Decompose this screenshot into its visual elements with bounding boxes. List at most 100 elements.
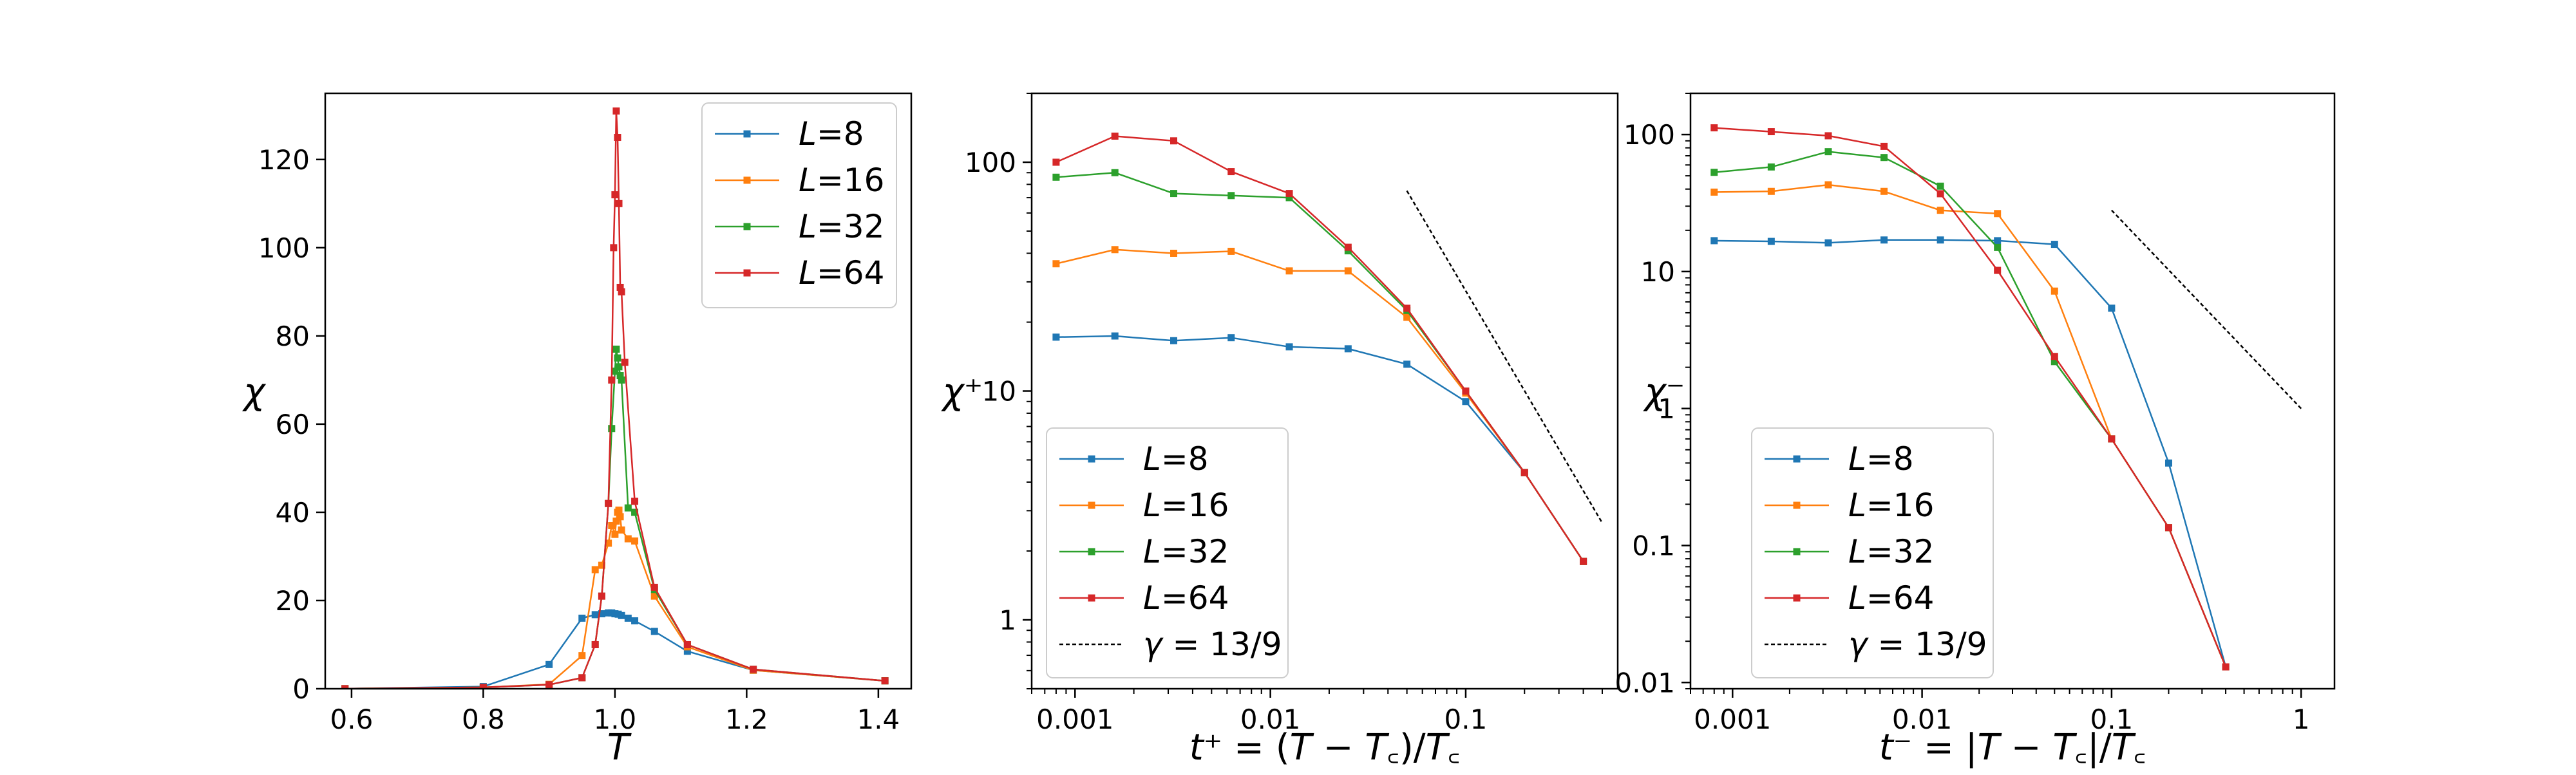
data-point-l16: [650, 592, 658, 600]
legend-box: [1751, 427, 1994, 678]
data-point-l16: [616, 513, 624, 521]
y-tick-label: 10: [982, 376, 1016, 407]
data-point-l8: [631, 617, 639, 624]
data-point-l8: [1710, 237, 1718, 245]
x-axis-label: T: [607, 727, 632, 769]
data-point-l32: [1767, 163, 1775, 171]
data-point-l32: [1111, 169, 1119, 176]
data-point-l32: [1994, 243, 2002, 251]
data-point-l64: [591, 640, 599, 648]
data-point-l64: [614, 134, 621, 142]
y-axis-label: χ⁺: [941, 371, 983, 413]
data-point-l64: [1580, 557, 1587, 565]
data-point-l16: [611, 530, 619, 538]
data-point-l16: [578, 652, 586, 660]
y-tick-label: 1: [1658, 393, 1675, 425]
data-point-l32: [608, 425, 616, 433]
legend-label: L=64: [1848, 579, 1934, 617]
data-point-l16: [1111, 246, 1119, 254]
data-point-l8: [1880, 236, 1888, 244]
legend-label: L=32: [799, 208, 884, 245]
data-point-l8: [1227, 334, 1235, 342]
data-point-l16: [1994, 210, 2002, 218]
x-tick-label: 0.1: [2090, 704, 2133, 735]
data-point-l64: [1403, 304, 1411, 312]
chart-susceptibility-vs-temperature: 0.6 0.8 1.0 1.2 1.4020406080100120TχL=8L=16L…: [242, 92, 913, 769]
data-point-l8: [624, 614, 632, 622]
y-tick-label: 20: [276, 585, 310, 617]
y-tick-label: 60: [276, 409, 310, 440]
data-point-l64: [1052, 158, 1060, 166]
data-point-l32: [631, 509, 639, 516]
x-tick-label: 1.0: [593, 704, 636, 735]
data-point-l64: [1462, 388, 1470, 395]
legend: L=8 L=16 L=32 L=64 γ = 13/9: [1751, 427, 1994, 678]
x-tick-label: 1.4: [857, 704, 900, 735]
legend-label: L=32: [1143, 533, 1229, 570]
data-point-l8: [683, 648, 691, 655]
data-point-l64: [2222, 663, 2230, 671]
data-point-l64: [1111, 133, 1119, 140]
legend-label: L=16: [1143, 487, 1229, 524]
data-point-l16: [1344, 267, 1352, 275]
series-line-l8: [345, 612, 886, 689]
data-point-l16: [605, 539, 612, 547]
legend: L=8 L=16 L=32 L=64 γ = 13/9: [1046, 427, 1289, 678]
data-point-l8: [1462, 398, 1470, 406]
data-point-l8: [1052, 333, 1060, 341]
x-tick-label: 1.2: [725, 704, 768, 735]
data-point-l8: [1170, 337, 1178, 344]
legend-swatch-marker: [743, 176, 751, 184]
data-point-l8: [2050, 241, 2058, 248]
legend-box: [701, 102, 897, 308]
data-point-l8: [545, 660, 553, 668]
data-point-l64: [1994, 266, 2002, 274]
legend-label: γ = 13/9: [1848, 626, 1987, 663]
legend-swatch-marker: [1793, 455, 1801, 463]
legend-label: L=32: [1848, 533, 1934, 570]
data-point-l16: [1227, 247, 1235, 255]
data-point-l16: [612, 518, 620, 525]
y-tick-label: 80: [276, 321, 310, 352]
data-point-l64: [611, 191, 619, 199]
y-tick-label: 120: [258, 144, 310, 176]
legend-label: L=8: [1143, 440, 1209, 478]
data-point-l16: [1710, 188, 1718, 196]
data-point-l64: [650, 583, 658, 591]
legend-swatch-marker: [1088, 594, 1095, 602]
x-tick-label: 0.001: [1694, 704, 1771, 735]
data-point-l8: [1937, 236, 1944, 244]
legend-label: L=64: [799, 254, 884, 292]
data-point-l8: [1994, 237, 2002, 245]
x-tick-label: 0.8: [462, 704, 505, 735]
data-point-l32: [624, 504, 632, 512]
data-point-l16: [608, 521, 616, 529]
data-point-l8: [1767, 238, 1775, 245]
x-tick-label: 0.1: [1444, 704, 1488, 735]
y-tick-label: 0: [292, 673, 310, 705]
axes-frame: [1689, 92, 2336, 690]
legend-swatch-marker: [1088, 455, 1095, 463]
data-point-l64: [615, 200, 623, 207]
data-point-l32: [1880, 154, 1888, 162]
data-point-l8: [1111, 332, 1119, 340]
series-line-l8: [1714, 239, 2227, 668]
data-point-l64: [616, 283, 624, 291]
axes-frame: [324, 92, 913, 690]
data-point-l16: [1824, 181, 1832, 189]
y-tick-label: 0.01: [1615, 667, 1675, 698]
data-point-l16: [624, 535, 632, 543]
data-point-l16: [2050, 287, 2058, 295]
data-point-l8: [598, 610, 605, 618]
y-tick-label: 100: [1624, 119, 1675, 151]
data-point-l64: [2050, 353, 2058, 360]
data-point-l64: [1227, 168, 1235, 176]
axes-frame: [1030, 92, 1619, 690]
legend-swatch-marker: [1793, 594, 1801, 602]
x-axis-label: t⁺ = (T − T꜀)/T꜀: [1189, 727, 1461, 769]
data-point-l8: [1285, 343, 1293, 351]
legend-label: γ = 13/9: [1143, 626, 1282, 663]
data-point-l32: [618, 376, 625, 384]
